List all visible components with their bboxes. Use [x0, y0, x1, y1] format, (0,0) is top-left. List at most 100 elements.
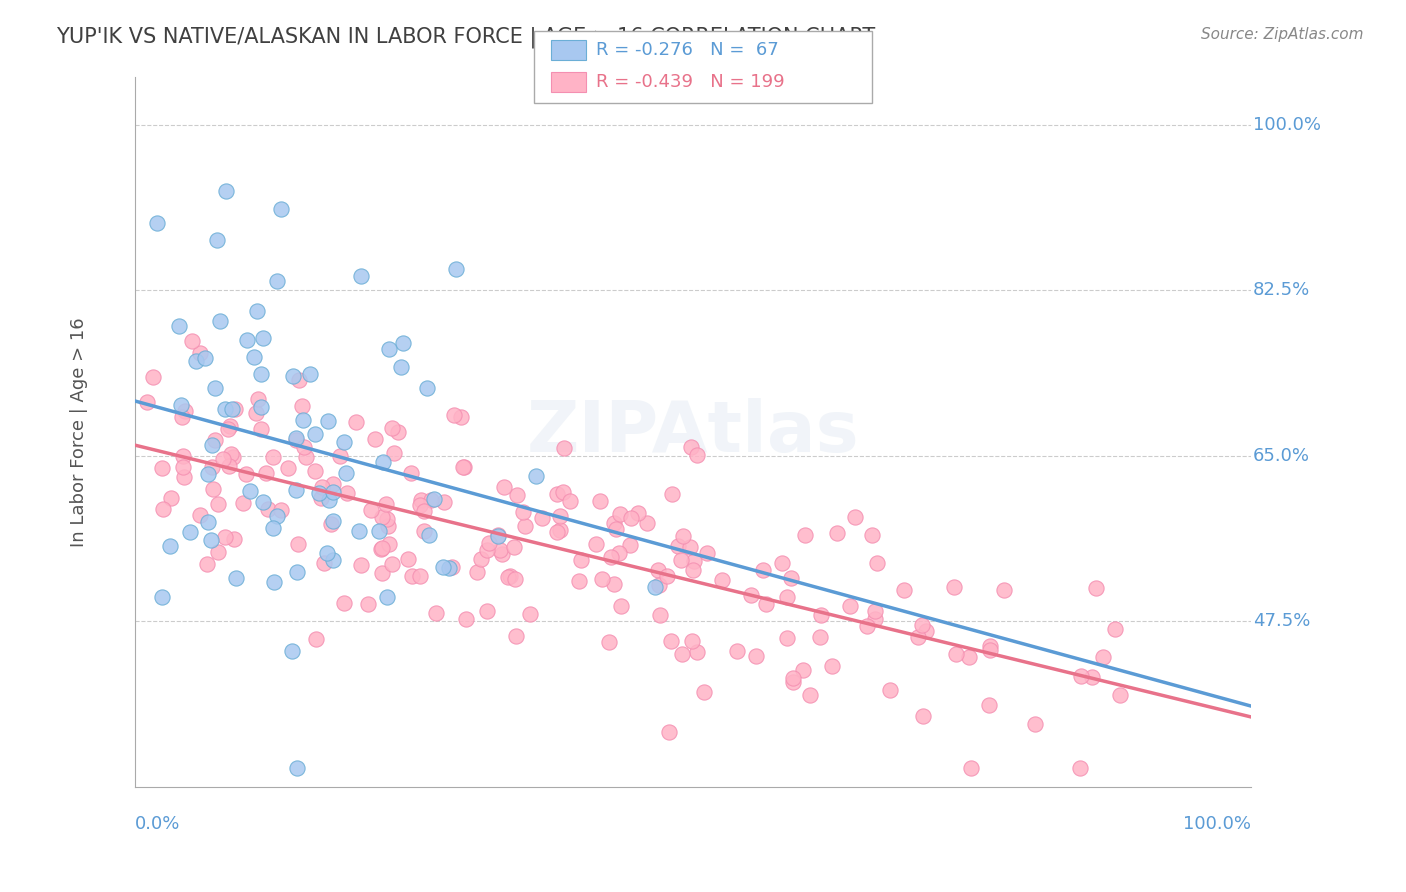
Yup'ik	[215, 185, 238, 199]
Natives/Alaskans	[745, 649, 768, 664]
Natives/Alaskans	[329, 449, 352, 463]
Natives/Alaskans	[333, 596, 356, 610]
Natives/Alaskans	[270, 503, 292, 517]
Text: Source: ZipAtlas.com: Source: ZipAtlas.com	[1201, 27, 1364, 42]
Natives/Alaskans	[780, 570, 803, 584]
Natives/Alaskans	[977, 698, 1000, 712]
Natives/Alaskans	[396, 551, 419, 566]
Natives/Alaskans	[181, 334, 204, 348]
Yup'ik	[418, 528, 440, 542]
Natives/Alaskans	[658, 725, 681, 739]
Yup'ik	[150, 591, 173, 605]
Text: R = -0.276   N =  67: R = -0.276 N = 67	[596, 41, 779, 59]
Natives/Alaskans	[993, 582, 1015, 597]
Natives/Alaskans	[453, 459, 475, 474]
Yup'ik	[252, 495, 274, 509]
Natives/Alaskans	[491, 547, 513, 561]
Natives/Alaskans	[433, 495, 456, 509]
Natives/Alaskans	[1024, 717, 1046, 731]
Natives/Alaskans	[470, 552, 492, 566]
Natives/Alaskans	[222, 450, 245, 464]
Natives/Alaskans	[291, 399, 314, 413]
Natives/Alaskans	[669, 553, 692, 567]
Natives/Alaskans	[172, 449, 194, 463]
Natives/Alaskans	[309, 491, 332, 505]
Yup'ik	[285, 565, 308, 579]
Yup'ik	[167, 319, 190, 334]
Natives/Alaskans	[357, 597, 380, 611]
Yup'ik	[250, 400, 273, 414]
Yup'ik	[266, 508, 288, 523]
Text: 82.5%: 82.5%	[1253, 281, 1310, 300]
Natives/Alaskans	[450, 410, 472, 425]
Natives/Alaskans	[827, 526, 849, 541]
Natives/Alaskans	[546, 524, 568, 539]
Natives/Alaskans	[605, 522, 627, 536]
Natives/Alaskans	[1092, 650, 1115, 665]
Natives/Alaskans	[141, 369, 163, 384]
Natives/Alaskans	[686, 448, 709, 462]
Text: 100.0%: 100.0%	[1182, 815, 1250, 833]
Natives/Alaskans	[551, 484, 574, 499]
Natives/Alaskans	[499, 569, 522, 583]
Natives/Alaskans	[979, 640, 1001, 654]
Natives/Alaskans	[808, 630, 831, 644]
Natives/Alaskans	[794, 527, 817, 541]
Natives/Alaskans	[1070, 669, 1092, 683]
Natives/Alaskans	[150, 461, 173, 475]
Yup'ik	[322, 552, 344, 566]
Natives/Alaskans	[755, 597, 778, 611]
Yup'ik	[242, 351, 264, 365]
Natives/Alaskans	[217, 422, 239, 436]
Text: 0.0%: 0.0%	[135, 815, 180, 833]
Natives/Alaskans	[696, 546, 718, 560]
Natives/Alaskans	[370, 542, 392, 557]
Natives/Alaskans	[598, 634, 620, 648]
Natives/Alaskans	[693, 685, 716, 699]
Natives/Alaskans	[672, 529, 695, 543]
Yup'ik	[221, 402, 243, 417]
Yup'ik	[377, 591, 399, 605]
Natives/Alaskans	[666, 539, 689, 553]
Yup'ik	[197, 467, 219, 481]
Natives/Alaskans	[513, 518, 536, 533]
Natives/Alaskans	[492, 480, 515, 494]
Natives/Alaskans	[782, 671, 804, 685]
Natives/Alaskans	[411, 492, 433, 507]
Natives/Alaskans	[488, 543, 510, 558]
Yup'ik	[281, 368, 304, 383]
Natives/Alaskans	[512, 505, 534, 519]
Natives/Alaskans	[548, 509, 571, 524]
Natives/Alaskans	[569, 553, 592, 567]
Yup'ik	[209, 314, 232, 328]
Yup'ik	[389, 360, 412, 375]
Natives/Alaskans	[387, 425, 409, 439]
Natives/Alaskans	[420, 493, 443, 508]
Natives/Alaskans	[409, 499, 432, 513]
Natives/Alaskans	[467, 565, 489, 579]
Text: YUP'IK VS NATIVE/ALASKAN IN LABOR FORCE | AGE > 16 CORRELATION CHART: YUP'IK VS NATIVE/ALASKAN IN LABOR FORCE …	[56, 27, 876, 48]
Natives/Alaskans	[197, 558, 219, 572]
Natives/Alaskans	[371, 510, 394, 524]
Natives/Alaskans	[292, 440, 315, 454]
Natives/Alaskans	[173, 470, 195, 484]
Natives/Alaskans	[381, 557, 404, 571]
Natives/Alaskans	[1069, 761, 1091, 775]
Natives/Alaskans	[960, 761, 983, 775]
Yup'ik	[214, 402, 236, 417]
Natives/Alaskans	[443, 408, 465, 422]
Natives/Alaskans	[399, 467, 422, 481]
Natives/Alaskans	[212, 451, 235, 466]
Yup'ik	[235, 333, 257, 347]
Natives/Alaskans	[478, 536, 501, 550]
Natives/Alaskans	[530, 511, 553, 525]
Yup'ik	[252, 331, 274, 345]
Natives/Alaskans	[336, 486, 359, 500]
Natives/Alaskans	[401, 569, 423, 583]
Natives/Alaskans	[519, 607, 541, 621]
Natives/Alaskans	[201, 460, 224, 475]
Natives/Alaskans	[207, 544, 229, 558]
Yup'ik	[304, 426, 326, 441]
Natives/Alaskans	[453, 459, 475, 474]
Yup'ik	[524, 469, 547, 483]
